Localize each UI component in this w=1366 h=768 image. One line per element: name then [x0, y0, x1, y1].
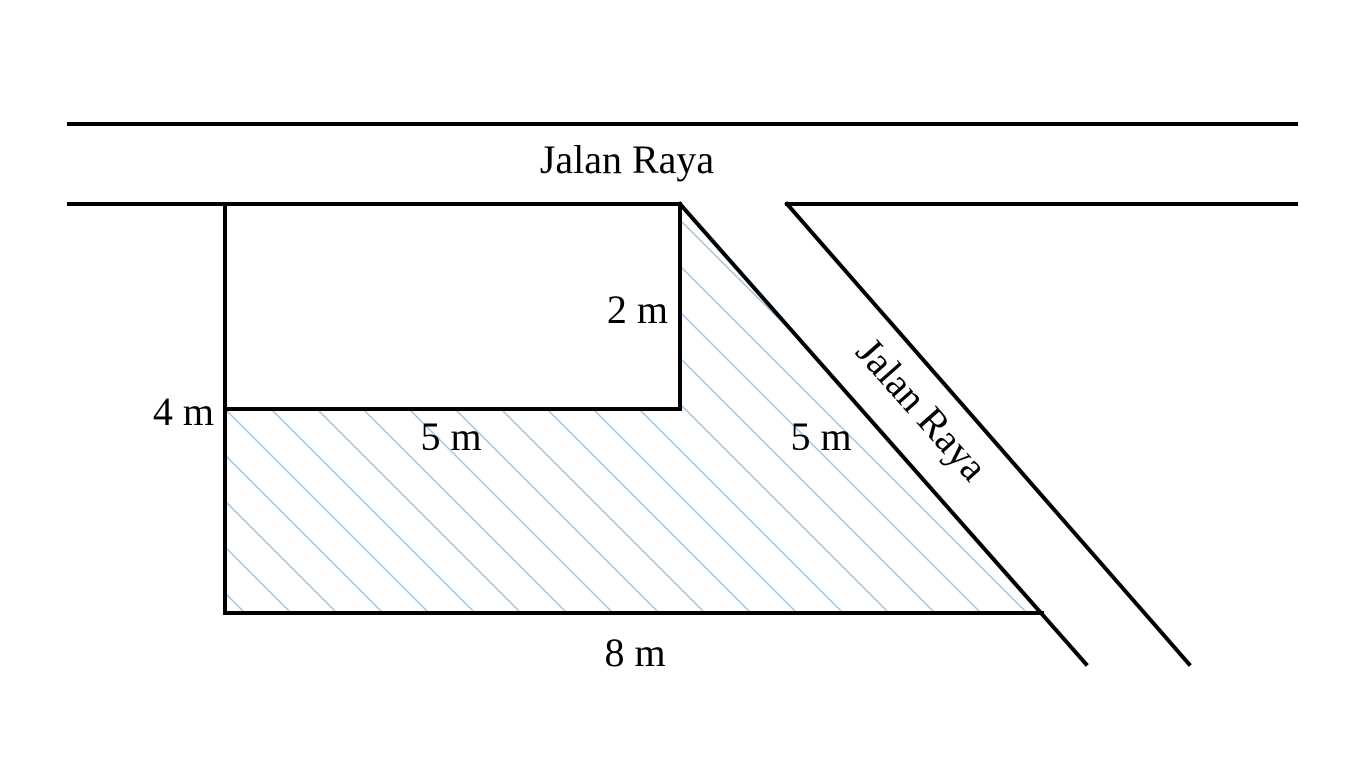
hatch-line — [225, 204, 385, 613]
diagonal-road-right-edge — [784, 201, 1192, 667]
hatch-line — [225, 204, 477, 613]
hatch-line — [225, 204, 615, 613]
hatch-line — [455, 204, 937, 613]
hatch-line — [961, 204, 1042, 613]
hatch-line — [317, 204, 799, 613]
inner-horizontal-length-label: 5 m — [420, 414, 481, 459]
main-road-label: Jalan Raya — [540, 137, 715, 182]
hatch-line — [823, 204, 1042, 613]
bottom-side-length-label: 8 m — [604, 630, 665, 675]
hatch-line — [225, 204, 431, 613]
hatch-line — [1007, 204, 1042, 613]
hatch-line — [225, 204, 523, 613]
left-side-length-label: 4 m — [153, 389, 214, 434]
hatch-line — [639, 204, 1042, 613]
hatch-line — [225, 204, 339, 613]
hatch-line — [225, 204, 293, 613]
hatch-line — [1054, 180, 1366, 660]
inner-vertical-length-label: 2 m — [607, 287, 668, 332]
diagonal-road-left-edge — [677, 201, 1089, 667]
slant-side-length-label: 5 m — [790, 414, 851, 459]
hatch-line — [225, 204, 569, 613]
diagonal-road-label: Jalan Raya — [847, 329, 996, 490]
hatch-line — [915, 204, 1042, 613]
